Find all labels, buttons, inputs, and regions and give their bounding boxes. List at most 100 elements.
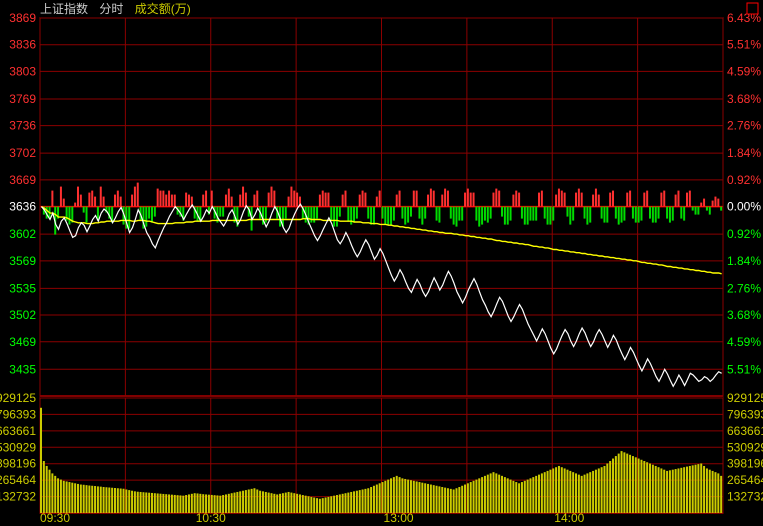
price-right-tick: 4.59%	[727, 64, 761, 78]
tick-up-bar	[677, 191, 679, 207]
volume-bar	[142, 492, 144, 513]
volume-bar	[598, 468, 600, 513]
volume-bar	[216, 495, 218, 513]
tick-up-bar	[470, 193, 472, 207]
volume-bar	[695, 465, 697, 513]
volume-bar	[256, 489, 258, 513]
volume-bar	[199, 494, 201, 513]
volume-bar	[202, 494, 204, 513]
volume-bar	[140, 492, 142, 513]
tick-up-bar	[712, 201, 714, 207]
tick-up-bar	[663, 191, 665, 207]
tick-up-bar	[77, 187, 79, 207]
volume-bar	[558, 466, 560, 513]
volume-bar	[350, 492, 352, 513]
volume-bar	[658, 467, 660, 513]
volume-bar	[709, 470, 711, 513]
tick-up-bar	[689, 191, 691, 207]
tick-down-bar	[393, 207, 395, 221]
volume-bar	[325, 498, 327, 513]
volume-right-tick: 796393	[727, 407, 763, 421]
volume-bar	[652, 465, 654, 513]
tick-up-bar	[290, 187, 292, 207]
volume-bar	[197, 493, 199, 513]
volume-bar	[299, 494, 301, 513]
volume-bar	[111, 488, 113, 513]
tick-up-bar	[379, 191, 381, 207]
volume-bar	[692, 465, 694, 513]
tick-down-bar	[672, 207, 674, 221]
price-left-tick: 3469	[9, 335, 36, 349]
volume-right-tick: 530929	[727, 440, 763, 454]
tick-down-bar	[390, 207, 392, 225]
price-right-tick: 5.51%	[727, 362, 761, 376]
tick-down-bar	[407, 207, 409, 223]
price-right-tick: 2.76%	[727, 281, 761, 295]
volume-left-tick: 796393	[0, 407, 36, 421]
tick-down-bar	[347, 207, 349, 221]
tick-up-bar	[242, 187, 244, 207]
tick-down-bar	[655, 207, 657, 223]
tick-down-bar	[478, 207, 480, 227]
tick-down-bar	[504, 207, 506, 225]
tick-down-bar	[86, 207, 88, 223]
tick-down-bar	[384, 207, 386, 225]
tick-down-bar	[490, 207, 492, 219]
volume-bar	[640, 460, 642, 513]
volume-bar	[501, 476, 503, 513]
tick-up-bar	[492, 193, 494, 207]
volume-bar	[313, 498, 315, 513]
tick-up-bar	[185, 193, 187, 207]
price-right-tick: 1.84%	[727, 146, 761, 160]
volume-bar	[712, 471, 714, 513]
volume-bar	[615, 456, 617, 513]
volume-bar	[666, 471, 668, 513]
tick-up-bar	[675, 195, 677, 207]
volume-bar	[160, 494, 162, 513]
volume-bar	[177, 495, 179, 513]
tick-up-bar	[444, 189, 446, 207]
tick-down-bar	[606, 207, 608, 223]
volume-bar	[433, 485, 435, 513]
price-left-tick: 3803	[9, 64, 36, 78]
tick-up-bar	[717, 199, 719, 207]
tick-up-bar	[643, 193, 645, 207]
tick-up-bar	[609, 193, 611, 207]
volume-bar	[94, 486, 96, 513]
volume-bar	[527, 480, 529, 513]
volume-bar	[382, 482, 384, 513]
volume-bar	[364, 489, 366, 513]
volume-bar	[717, 473, 719, 513]
volume-bar	[487, 475, 489, 513]
tick-down-bar	[709, 207, 711, 215]
volume-bar	[49, 470, 51, 513]
volume-bar	[464, 485, 466, 513]
volume-bar	[46, 466, 48, 513]
volume-bar	[296, 494, 298, 513]
volume-bar	[288, 492, 290, 513]
time-tick: 14:00	[554, 511, 584, 525]
volume-bar	[379, 483, 381, 513]
volume-bar	[273, 494, 275, 513]
price-left-tick: 3769	[9, 92, 36, 106]
volume-bar	[478, 478, 480, 513]
volume-bar	[507, 478, 509, 513]
volume-bar	[555, 467, 557, 513]
volume-bar	[242, 491, 244, 513]
tick-up-bar	[245, 193, 247, 207]
volume-bar	[225, 494, 227, 513]
volume-bar	[700, 463, 702, 513]
volume-bar	[376, 485, 378, 513]
tick-down-bar	[584, 207, 586, 219]
volume-bar	[609, 461, 611, 513]
tick-up-bar	[157, 189, 159, 207]
volume-bar	[589, 472, 591, 513]
tick-up-bar	[362, 191, 364, 207]
volume-bar	[251, 489, 253, 513]
volume-bar	[672, 470, 674, 513]
tick-down-bar	[549, 207, 551, 225]
volume-bar	[179, 495, 181, 513]
volume-bar	[54, 476, 56, 513]
volume-bar	[162, 494, 164, 513]
tick-down-bar	[544, 207, 546, 219]
